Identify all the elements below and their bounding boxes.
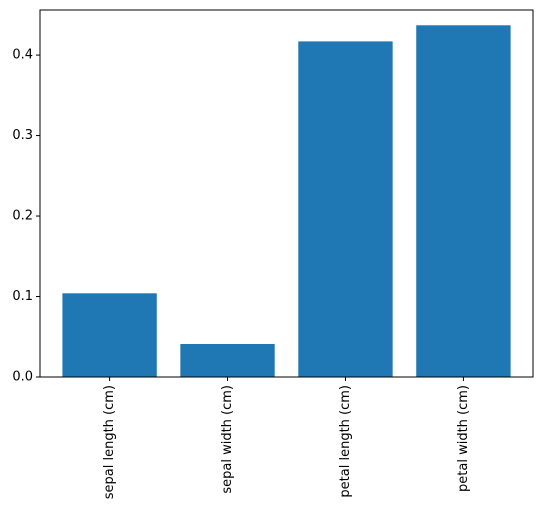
bar: [416, 25, 511, 378]
x-tick-label: petal length (cm): [338, 385, 353, 498]
y-tick-label: 0.0: [12, 370, 33, 385]
x-tick-label: petal width (cm): [456, 385, 471, 492]
bar: [180, 344, 275, 377]
y-tick-label: 0.3: [12, 128, 33, 143]
y-tick-label: 0.2: [12, 209, 33, 224]
plot-area: [62, 25, 511, 378]
x-tick-label: sepal length (cm): [102, 385, 117, 499]
bar: [62, 293, 157, 377]
y-tick-label: 0.4: [12, 48, 33, 63]
axes-frame: [39, 9, 534, 378]
x-tick-label: sepal width (cm): [220, 385, 235, 494]
bar: [298, 41, 393, 378]
y-tick-label: 0.1: [12, 289, 33, 304]
